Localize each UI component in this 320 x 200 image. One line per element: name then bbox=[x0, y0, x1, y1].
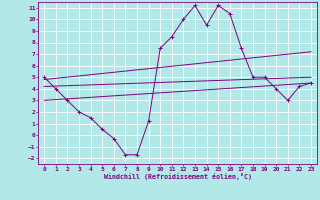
X-axis label: Windchill (Refroidissement éolien,°C): Windchill (Refroidissement éolien,°C) bbox=[104, 173, 252, 180]
